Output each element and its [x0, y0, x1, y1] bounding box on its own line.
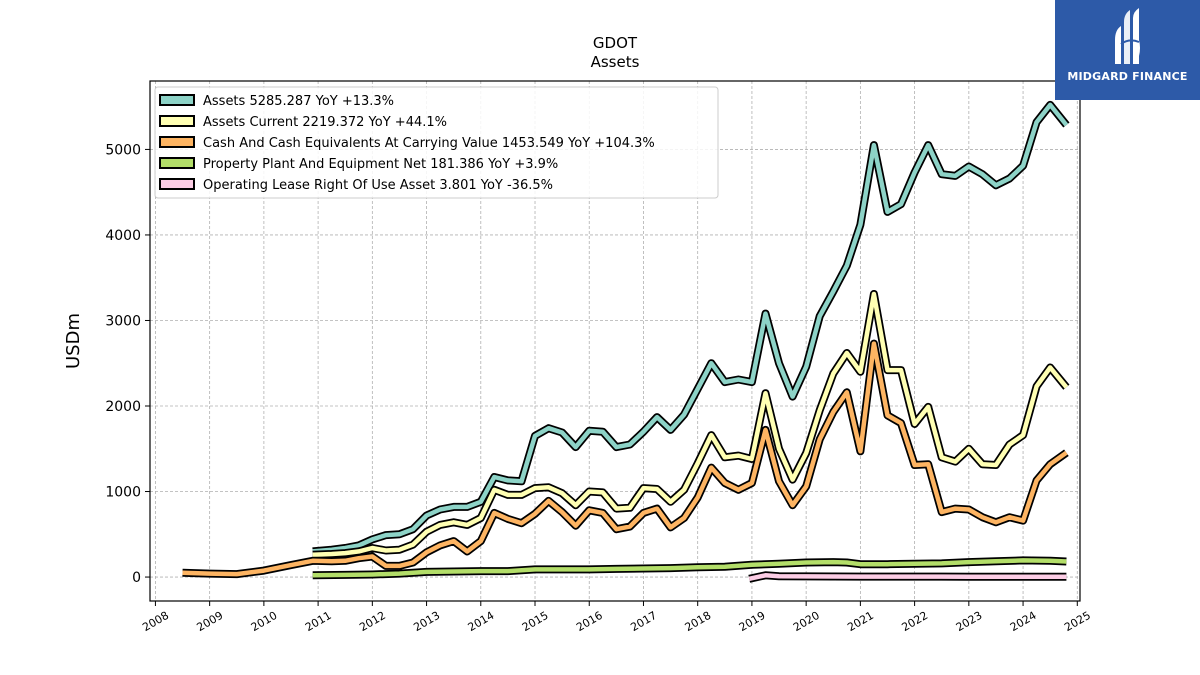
- legend-label: Assets Current 2219.372 YoY +44.1%: [203, 115, 447, 130]
- legend-swatch: [159, 157, 195, 169]
- legend-label: Property Plant And Equipment Net 181.386…: [203, 157, 558, 172]
- legend: Assets 5285.287 YoY +13.3% Assets Current…: [154, 86, 719, 199]
- x-tick-label: 2022: [899, 609, 930, 634]
- x-tick-label: 2021: [845, 609, 876, 634]
- y-tick-label: 0: [132, 570, 141, 586]
- legend-box: [154, 86, 719, 199]
- chart-subtitle: Assets: [591, 53, 640, 71]
- logo-text: MIDGARD FINANCE: [1067, 70, 1188, 83]
- y-tick-label: 4000: [105, 228, 141, 244]
- legend-swatch: [159, 115, 195, 127]
- y-tick-label: 3000: [105, 313, 141, 329]
- x-tick-label: 2009: [195, 609, 226, 634]
- legend-label: Cash And Cash Equivalents At Carrying Va…: [203, 136, 655, 151]
- x-axis: 2008 2009 2010 2011 2012 2013 2014 2015 2016 2017…: [140, 601, 1093, 634]
- logo-mark-icon: [1115, 8, 1140, 64]
- chart-title: GDOT: [593, 34, 638, 52]
- x-tick-label: 2014: [466, 609, 497, 634]
- x-tick-label: 2018: [683, 609, 714, 634]
- series-line-2: [182, 341, 1068, 577]
- x-tick-label: 2023: [954, 609, 985, 634]
- x-tick-label: 2008: [140, 609, 171, 634]
- x-tick-label: 2017: [628, 609, 659, 634]
- x-tick-label: 2024: [1008, 609, 1039, 634]
- x-tick-label: 2013: [411, 609, 442, 634]
- x-tick-label: 2010: [249, 609, 280, 634]
- y-axis-label: USDm: [63, 313, 84, 369]
- legend-label: Assets 5285.287 YoY +13.3%: [203, 94, 394, 109]
- series-line-3: [312, 558, 1067, 578]
- series-line-0: [312, 102, 1069, 554]
- x-tick-label: 2020: [791, 609, 822, 634]
- x-tick-label: 2012: [357, 609, 388, 634]
- legend-swatch: [159, 94, 195, 106]
- y-tick-label: 5000: [105, 142, 141, 158]
- series-line-4: [748, 573, 1067, 581]
- x-tick-label: 2019: [737, 609, 768, 634]
- series-line-1: [312, 291, 1069, 558]
- legend-swatch: [159, 178, 195, 190]
- x-tick-label: 2025: [1062, 609, 1093, 634]
- plot-area: [149, 80, 1081, 602]
- legend-label: Operating Lease Right Of Use Asset 3.801…: [203, 178, 553, 193]
- x-tick-label: 2011: [303, 609, 334, 634]
- legend-swatch: [159, 136, 195, 148]
- y-tick-label: 1000: [105, 485, 141, 501]
- brand-logo: MIDGARD FINANCE: [1055, 0, 1200, 100]
- x-tick-label: 2015: [520, 609, 551, 634]
- series-line-outline-2: [182, 339, 1069, 579]
- series-lines: [182, 100, 1070, 583]
- x-tick-label: 2016: [574, 609, 605, 634]
- y-tick-label: 2000: [105, 399, 141, 415]
- y-axis: 0 1000 2000 3000 4000 5000: [105, 142, 150, 586]
